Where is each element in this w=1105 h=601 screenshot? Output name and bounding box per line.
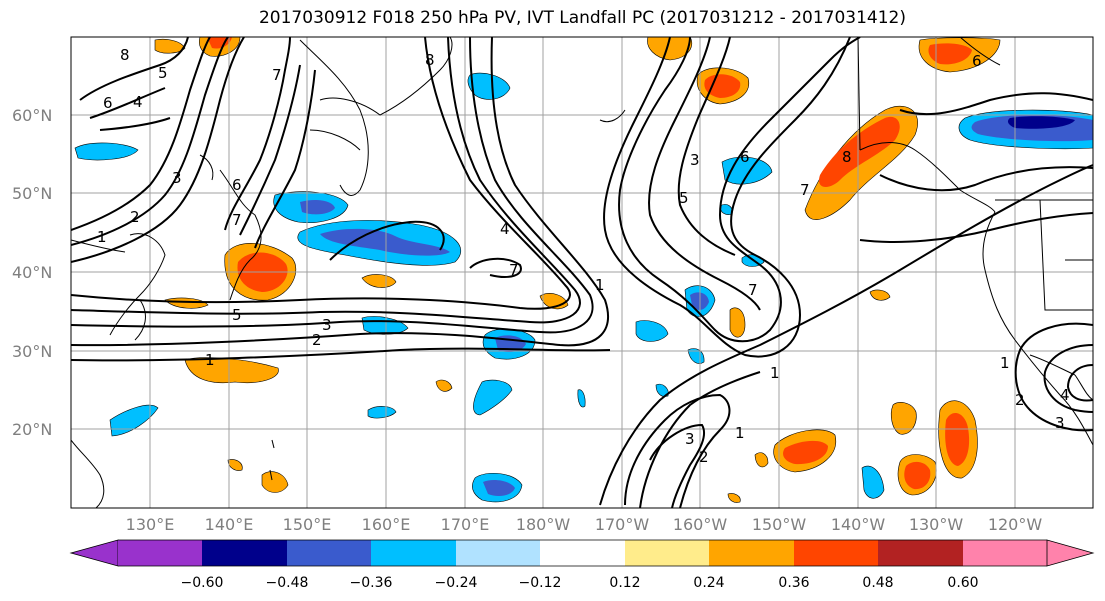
colorbar-segment [202,540,287,566]
lat-label: 60°N [12,106,52,125]
lon-label: 130°W [909,515,964,534]
colorbar-extend-min [69,539,119,567]
lat-label: 30°N [12,342,52,361]
contour-label: 3 [685,430,695,448]
contour-label: 2 [312,331,322,349]
contour-label: 7 [232,211,242,229]
lon-label: 130°E [126,515,175,534]
negative-anomaly-shading [74,72,1093,503]
colorbar-tick-label: 0.60 [947,575,978,591]
lat-label: 40°N [12,263,52,282]
colorbar-segment [963,540,1047,566]
colorbar: −0.60 −0.48 −0.36 −0.24 −0.12 0.12 0.24 … [69,539,1095,591]
colorbar-segment [878,540,963,566]
contour-label: 1 [735,424,745,442]
lon-label: 140°W [831,515,886,534]
lon-label: 160°E [362,515,411,534]
colorbar-segment [456,540,540,566]
figure-title: 2017030912 F018 250 hPa PV, IVT Landfall… [258,8,906,28]
contour-label: 8 [120,46,130,64]
contour-label: 3 [172,169,182,187]
contour-label: 3 [690,151,700,169]
colorbar-segment [118,540,202,566]
contour-label: 6 [103,94,113,112]
colorbar-tick-label: −0.24 [435,575,478,591]
colorbar-tick-label: 0.36 [778,575,809,591]
pv-contours [71,37,1093,508]
contour-label: 2 [699,448,709,466]
lon-label: 160°W [673,515,728,534]
lon-label: 120°W [988,515,1043,534]
colorbar-tick-label: 0.24 [693,575,724,591]
contour-label: 8 [425,51,435,69]
colorbar-segment [287,540,371,566]
lon-label: 170°E [441,515,490,534]
lon-label: 180°W [516,515,571,534]
contour-label: 5 [232,306,242,324]
contour-label: 1 [1000,354,1010,372]
colorbar-tick-label: −0.36 [350,575,393,591]
lon-label: 140°E [205,515,254,534]
contour-label: 4 [1060,386,1070,404]
colorbar-tick-label: −0.12 [519,575,562,591]
contour-label: 3 [1055,414,1065,432]
colorbar-tick-label: −0.60 [181,575,224,591]
longitude-labels: 130°E 140°E 150°E 160°E 170°E 180°W 170°… [126,515,1043,534]
contour-labels: 8 5 6 4 3 2 1 7 6 7 5 3 2 1 8 4 1 7 3 5 … [97,46,1070,466]
colorbar-tick-label: 0.48 [862,575,893,591]
contour-label: 3 [322,316,332,334]
contour-label: 6 [740,148,750,166]
contour-label: 1 [205,351,215,369]
colorbar-tick-label: 0.12 [609,575,640,591]
contour-label: 2 [1015,391,1025,409]
contour-label: 7 [509,261,519,279]
colorbar-segment [371,540,456,566]
colorbar-segment [540,540,625,566]
contour-label: 7 [800,181,810,199]
lon-label: 150°W [752,515,807,534]
latitude-labels: 60°N 50°N 40°N 30°N 20°N [12,106,52,439]
contour-label: 6 [972,52,982,70]
map-frame [70,36,1094,509]
contour-label: 1 [97,228,107,246]
contour-label: 6 [232,176,242,194]
contour-label: 5 [679,189,689,207]
colorbar-extend-max [1046,539,1095,567]
lat-label: 20°N [12,420,52,439]
positive-anomaly-shading [154,37,1001,503]
coastlines [71,37,1093,508]
lat-label: 50°N [12,184,52,203]
contour-label: 1 [595,276,605,294]
lon-label: 170°W [595,515,650,534]
contour-label: 1 [770,364,780,382]
contour-label: 4 [133,93,143,111]
colorbar-tick-label: −0.48 [266,575,309,591]
colorbar-segment [794,540,878,566]
contour-label: 7 [748,281,758,299]
lon-label: 150°E [283,515,332,534]
contour-label: 7 [272,66,282,84]
contour-label: 2 [130,208,140,226]
colorbar-segment [625,540,709,566]
contour-label: 5 [158,64,168,82]
colorbar-segment [709,540,794,566]
contour-label: 4 [500,220,510,238]
contour-label: 8 [842,148,852,166]
